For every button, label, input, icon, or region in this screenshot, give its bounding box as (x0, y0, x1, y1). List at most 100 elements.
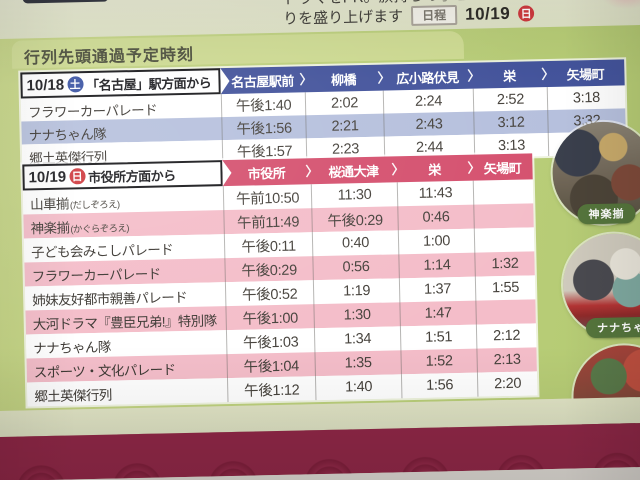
cropped-graphic-fragment (600, 0, 640, 10)
chevron-right-icon: 〉 (541, 66, 555, 82)
time-cell: 午後1:56 (221, 115, 306, 141)
parade-name-kana: (だしぞろえ) (69, 199, 120, 212)
time-cell: 2:12 (475, 323, 537, 349)
time-cell: 2:21 (305, 113, 384, 139)
time-cell: 午後1:12 (226, 376, 316, 403)
time-cell (472, 179, 534, 205)
parade-photo: ナナちゃん (561, 232, 640, 339)
time-cell: 0:40 (311, 230, 399, 257)
time-cell: 午前10:50 (222, 184, 312, 211)
ribbon-arrow-icon (222, 159, 232, 187)
date-label: 10/18 (26, 76, 65, 94)
station-name: 市役所 (247, 165, 286, 182)
time-cell: 午後1:03 (225, 328, 315, 355)
time-cell: 2:52 (472, 87, 548, 112)
sunday-circle-icon: 日 (518, 4, 535, 22)
station-name: 矢場町 (483, 160, 522, 176)
time-cell: 2:13 (476, 347, 537, 373)
time-cell: 午後1:00 (225, 304, 314, 331)
time-cell: 2:20 (476, 371, 538, 397)
origin-label: 「名古屋」駅方面から (85, 74, 212, 93)
station-header: 〉栄 (391, 155, 473, 183)
station-name: 桜通大津 (328, 163, 379, 180)
time-cell: 午後1:40 (220, 92, 306, 118)
station-header: 〉矢場町 (467, 153, 533, 180)
time-cell: 1:55 (474, 275, 536, 301)
day-circle-icon: 日 (68, 168, 86, 185)
parade-name: 大河ドラマ『豊臣兄弟!』特別隊 (32, 313, 217, 333)
schedule-badge: 日程 (410, 4, 458, 26)
time-cell: 11:30 (310, 182, 398, 209)
time-cell: 1:47 (399, 300, 476, 327)
chevron-right-icon: 〉 (299, 71, 313, 88)
time-cell: 2:43 (383, 111, 474, 137)
station-header: 名古屋駅前 (220, 66, 305, 95)
day-circle-icon: 土 (66, 76, 84, 93)
time-cell: 1:37 (398, 276, 476, 303)
chevron-right-icon: 〉 (467, 160, 481, 176)
origin-label: 市役所方面から (87, 167, 176, 185)
time-cell: 0:56 (312, 254, 399, 281)
time-cell: 午後1:04 (226, 352, 315, 379)
station-header: 〉矢場町 (541, 59, 625, 87)
station-name: 柳橋 (330, 71, 357, 88)
chevron-right-icon: 〉 (305, 163, 319, 180)
section-title: 行列先頭通過予定時刻 (23, 46, 195, 68)
station-header: 市役所 (222, 158, 311, 187)
station-header: 〉栄 (467, 61, 547, 89)
time-cell: 1:52 (400, 348, 477, 375)
time-cell: 午後0:29 (224, 256, 313, 283)
time-cell: 1:19 (312, 278, 400, 305)
ribbon-arrow-icon (220, 67, 230, 95)
cropped-photo-fragment (22, 0, 109, 4)
time-cell: 1:14 (398, 252, 475, 279)
station-header: 〉広小路伏見 (377, 63, 473, 91)
parade-name: ナナちゃん隊 (28, 126, 107, 144)
time-cell: 1:30 (313, 302, 400, 329)
photo-caption-pill: ナナちゃん (585, 316, 640, 339)
parade-name-kana: (かぐらぞろえ) (70, 223, 130, 236)
time-cell: 1:56 (400, 372, 478, 399)
parade-name: 郷土英傑行列 (34, 387, 112, 405)
station-name: 栄 (503, 68, 516, 84)
station-name: 栄 (428, 161, 441, 178)
time-cell: 1:00 (397, 228, 475, 255)
parade-name: ナナちゃん隊 (33, 339, 111, 357)
time-cell: 1:35 (314, 350, 401, 377)
time-cell (473, 203, 534, 229)
time-cell: 1:51 (399, 324, 477, 351)
chevron-right-icon: 〉 (377, 70, 391, 86)
chevron-right-icon: 〉 (467, 68, 481, 84)
time-cell: 午前11:49 (223, 208, 312, 235)
date-label: 10/19 (28, 168, 67, 186)
time-cell: 2:02 (304, 90, 384, 116)
parade-name: 姉妹友好都市親善パレード (32, 289, 188, 309)
parade-name: 神楽揃 (30, 220, 70, 237)
schedule-date: 10/19 (464, 3, 511, 24)
time-cell: 3:12 (473, 110, 548, 135)
time-cell: 午後0:52 (224, 280, 314, 307)
photo-caption-pill: 神楽揃 (577, 203, 636, 225)
station-header: 〉桜通大津 (305, 156, 397, 184)
parade-name: 山車揃 (30, 196, 70, 213)
time-cell: 0:46 (397, 204, 474, 231)
parade-name: フラワーカーパレード (31, 266, 161, 285)
station-header: 〉柳橋 (299, 65, 383, 93)
time-cell (473, 227, 535, 253)
time-cell: 3:18 (546, 85, 626, 111)
time-cell: 1:34 (313, 326, 401, 353)
timetable-oct19: 10/19 日市役所方面から 市役所〉桜通大津〉栄〉矢場町 山車揃 (だしぞろえ) 午前1… (22, 153, 538, 407)
time-cell: 午後0:29 (311, 206, 398, 233)
timetable-oct18: 10/18 土「名古屋」駅方面から 名古屋駅前〉柳橋〉広小路伏見〉栄〉矢場町 フラワー… (20, 59, 627, 168)
time-cell: 1:40 (314, 374, 402, 401)
parade-name: スポーツ・文化パレード (33, 362, 176, 381)
chevron-right-icon: 〉 (391, 161, 405, 178)
time-cell (475, 299, 536, 325)
station-name: 矢場町 (566, 66, 605, 83)
station-name: 広小路伏見 (396, 69, 459, 86)
article-text-line2: りを盛り上げます 日程 10/19 日 (282, 2, 535, 28)
article-text: りを盛り上げます (282, 8, 404, 28)
station-name: 名古屋駅前 (231, 73, 294, 90)
